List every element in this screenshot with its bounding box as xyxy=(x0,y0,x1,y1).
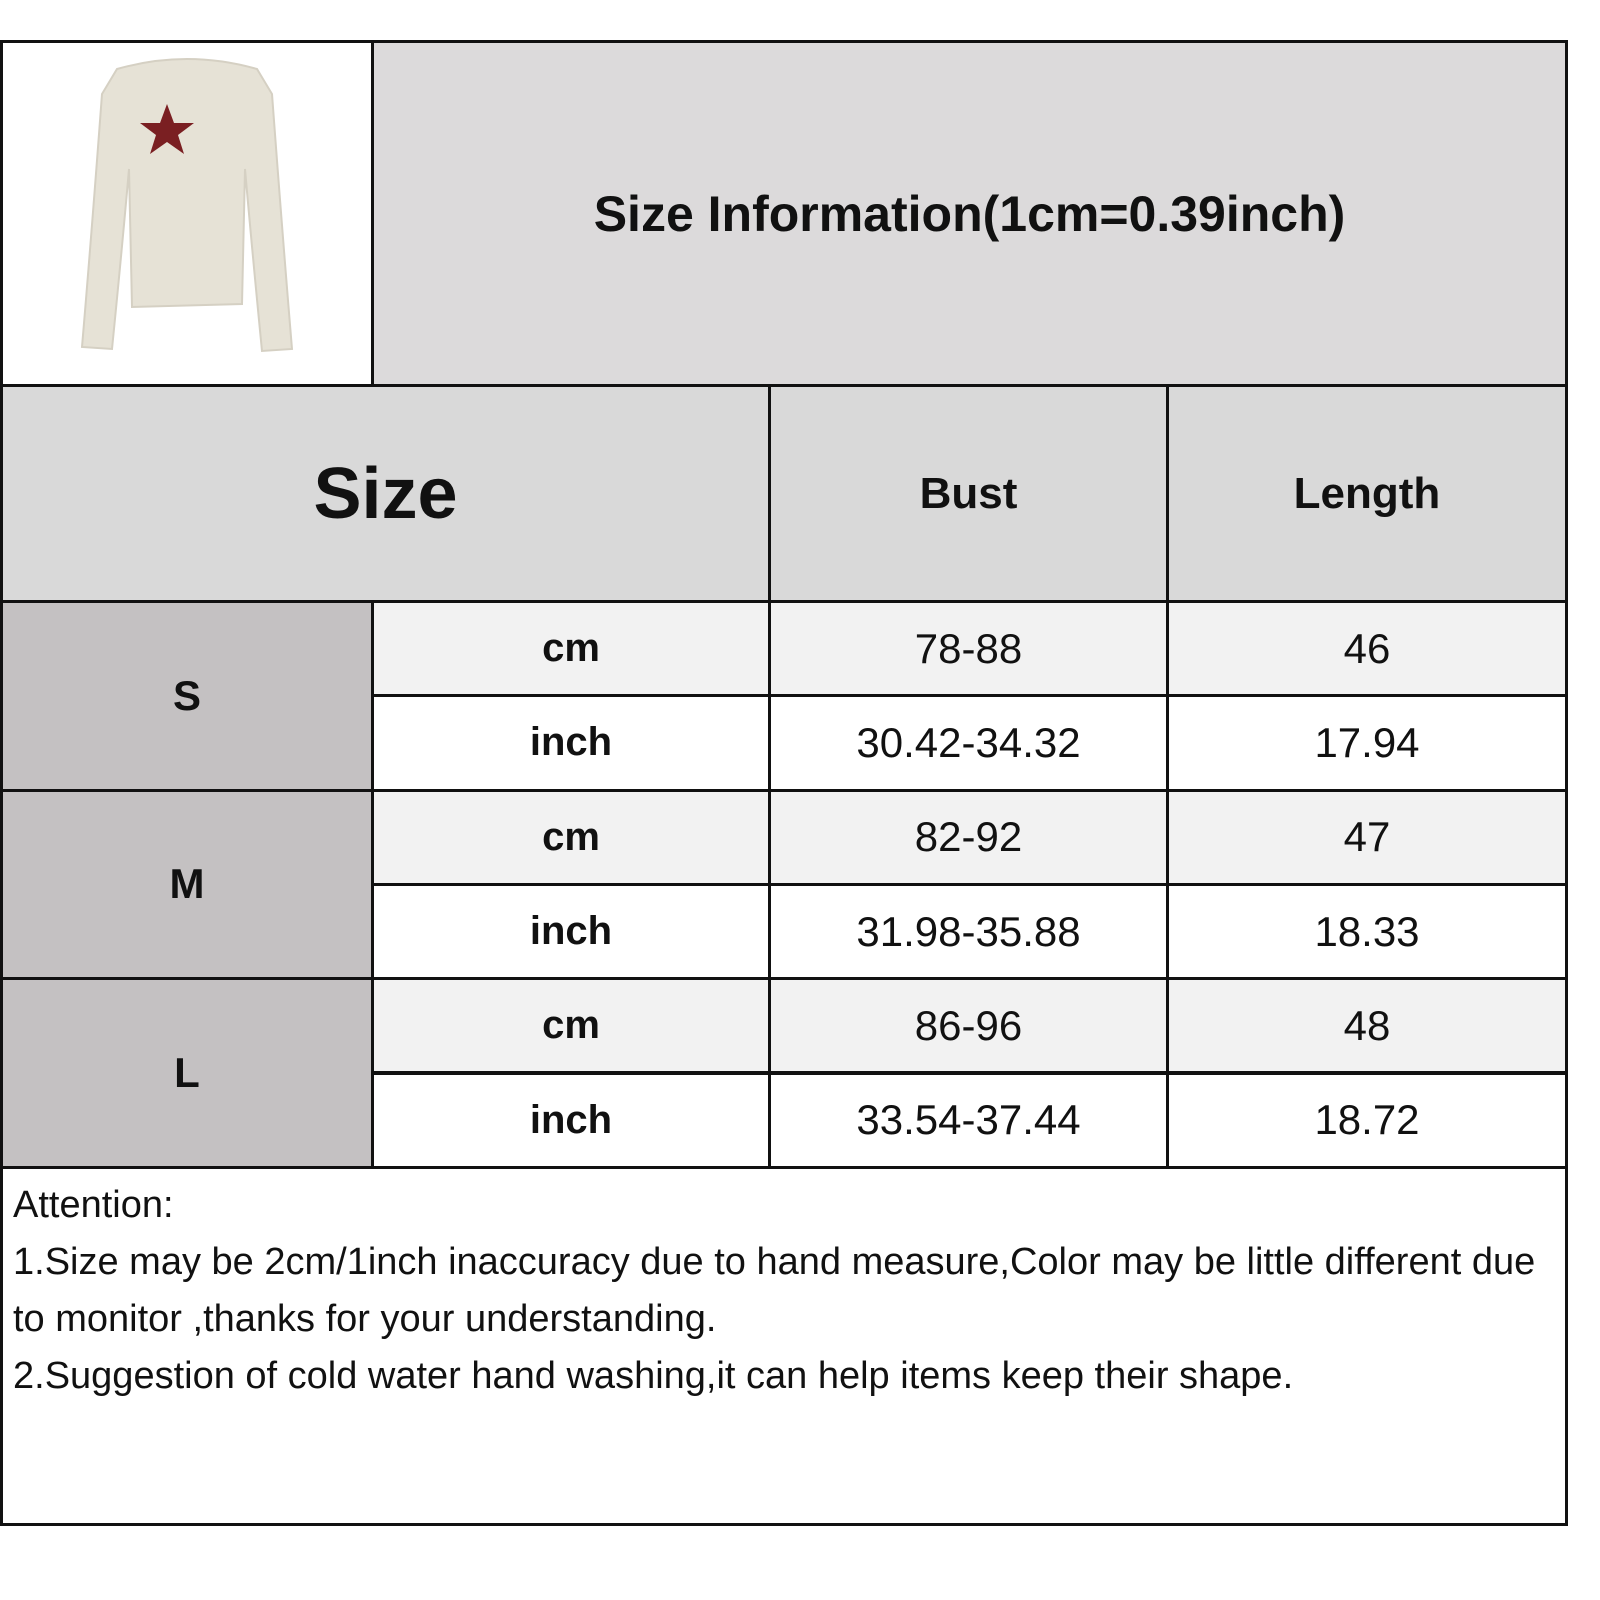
length-value: 17.94 xyxy=(1166,694,1568,792)
bust-header: Bust xyxy=(768,384,1169,603)
length-value: 47 xyxy=(1166,788,1568,886)
unit-cell: inch xyxy=(371,694,771,792)
attention-line-2: 2.Suggestion of cold water hand washing,… xyxy=(13,1355,1294,1397)
attention-line-1: 1.Size may be 2cm/1inch inaccuracy due t… xyxy=(13,1241,1546,1340)
size-header: Size xyxy=(0,384,771,603)
size-label: M xyxy=(0,788,374,981)
unit-cell: cm xyxy=(371,977,771,1075)
bust-value: 82-92 xyxy=(768,788,1169,886)
size-label: S xyxy=(0,600,374,792)
length-value: 18.33 xyxy=(1166,882,1568,981)
length-value: 18.72 xyxy=(1166,1071,1568,1169)
bust-value: 33.54-37.44 xyxy=(768,1071,1169,1169)
unit-cell: cm xyxy=(371,788,771,886)
length-header: Length xyxy=(1166,384,1568,603)
attention-notes: Attention: 1.Size may be 2cm/1inch inacc… xyxy=(0,1166,1568,1526)
unit-cell: cm xyxy=(371,600,771,698)
length-value: 48 xyxy=(1166,977,1568,1075)
unit-cell: inch xyxy=(371,1071,771,1169)
bust-value: 78-88 xyxy=(768,600,1169,698)
size-info-title: Size Information(1cm=0.39inch) xyxy=(371,40,1568,387)
size-label: L xyxy=(0,977,374,1169)
bust-value: 86-96 xyxy=(768,977,1169,1075)
long-sleeve-top-icon xyxy=(80,57,294,352)
bust-value: 31.98-35.88 xyxy=(768,882,1169,981)
length-value: 46 xyxy=(1166,600,1568,698)
product-image-cell xyxy=(0,40,374,387)
unit-cell: inch xyxy=(371,882,771,981)
bust-value: 30.42-34.32 xyxy=(768,694,1169,792)
attention-heading: Attention: xyxy=(13,1184,174,1226)
